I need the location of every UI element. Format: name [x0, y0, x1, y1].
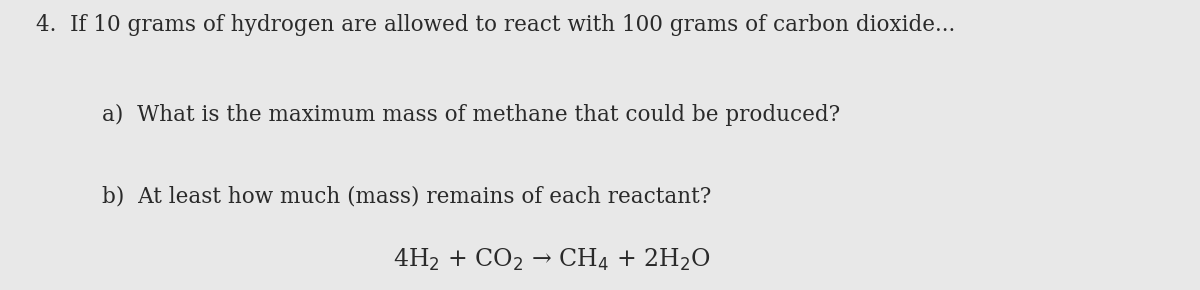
Text: 4.  If 10 grams of hydrogen are allowed to react with 100 grams of carbon dioxid: 4. If 10 grams of hydrogen are allowed t… — [36, 14, 955, 37]
Text: 4H$_2$ + CO$_2$ → CH$_4$ + 2H$_2$O: 4H$_2$ + CO$_2$ → CH$_4$ + 2H$_2$O — [394, 246, 710, 273]
Text: a)  What is the maximum mass of methane that could be produced?: a) What is the maximum mass of methane t… — [102, 104, 840, 126]
Text: b)  At least how much (mass) remains of each reactant?: b) At least how much (mass) remains of e… — [102, 186, 712, 208]
